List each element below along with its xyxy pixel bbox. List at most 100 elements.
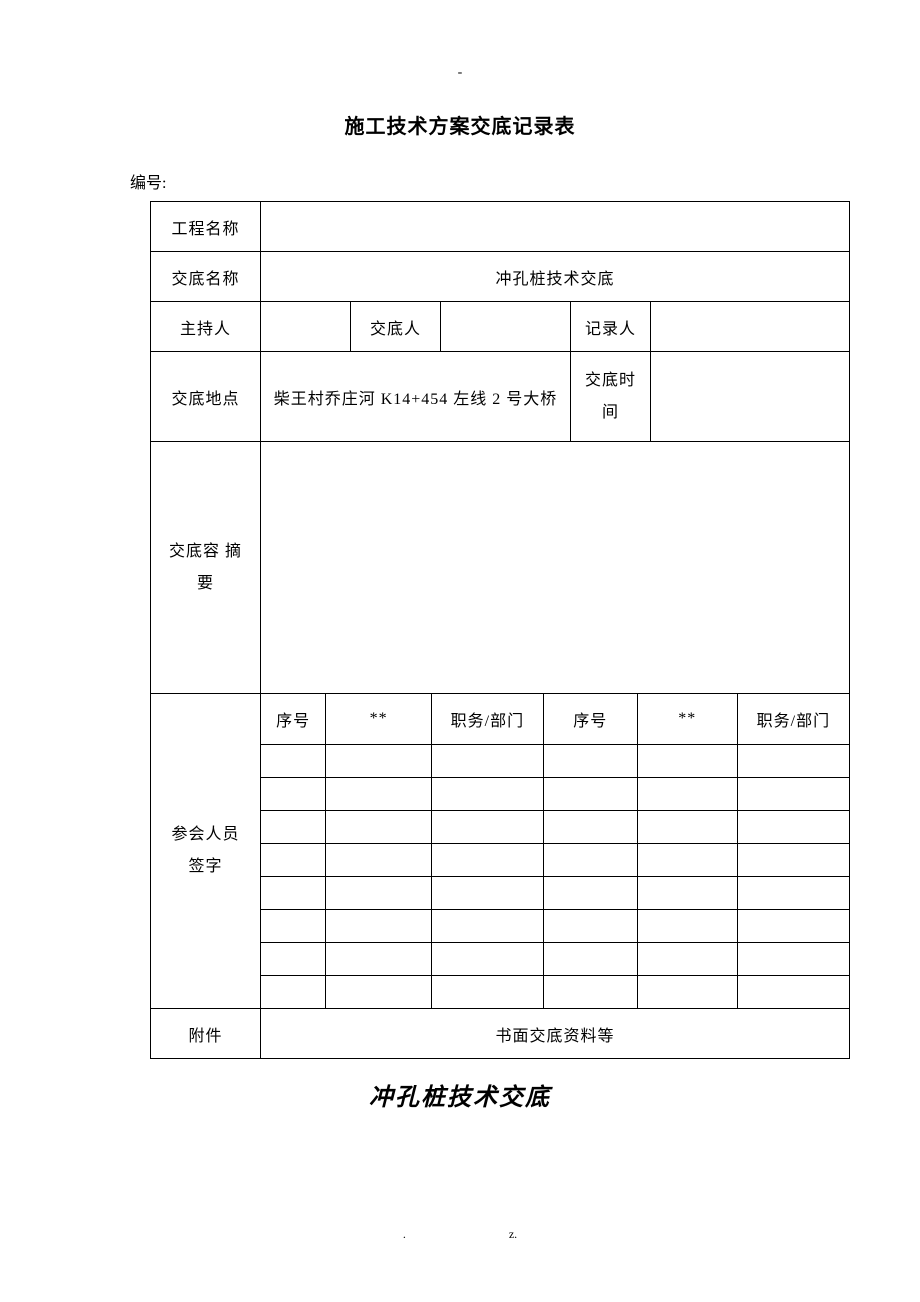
- attendee-row: [261, 876, 849, 909]
- label-host: 主持人: [151, 302, 261, 352]
- label-disclosure-name: 交底名称: [151, 252, 261, 302]
- row-location: 交底地点 柴王村乔庄河 K14+454 左线 2 号大桥 交底时 间: [151, 352, 850, 442]
- header-dept-1: 职务/部门: [432, 694, 544, 744]
- footer-dot: .: [403, 1227, 406, 1241]
- label-discloser: 交底人: [351, 302, 441, 352]
- attendee-cell: [326, 744, 432, 777]
- attendee-row: [261, 777, 849, 810]
- value-summary: [261, 442, 850, 694]
- attendee-cell: [737, 777, 849, 810]
- label-time-line1: 交底时: [585, 372, 636, 389]
- record-table: 工程名称 交底名称 冲孔桩技术交底 主持人 交底人 记录人 交底地点 柴王村乔庄…: [150, 201, 850, 1059]
- attendee-row: [261, 744, 849, 777]
- footer-z: z.: [509, 1227, 517, 1241]
- attendee-cell: [326, 777, 432, 810]
- attendee-cell: [637, 876, 737, 909]
- attendee-cell: [737, 909, 849, 942]
- subtitle: 冲孔桩技术交底: [130, 1077, 790, 1112]
- attendee-row: [261, 975, 849, 1008]
- attendee-row: [261, 810, 849, 843]
- header-name-2: **: [637, 694, 737, 744]
- value-project-name: [261, 202, 850, 252]
- attendee-cell: [637, 942, 737, 975]
- attendees-container: 序号 ** 职务/部门 序号 ** 职务/部门: [261, 694, 850, 1009]
- label-time-line2: 间: [602, 404, 619, 421]
- value-discloser: [441, 302, 571, 352]
- attendee-cell: [543, 942, 637, 975]
- attendee-cell: [543, 975, 637, 1008]
- attendee-cell: [543, 909, 637, 942]
- row-disclosure-name: 交底名称 冲孔桩技术交底: [151, 252, 850, 302]
- attendee-cell: [432, 744, 544, 777]
- attendee-cell: [637, 777, 737, 810]
- row-attachment: 附件 书面交底资料等: [151, 1009, 850, 1059]
- value-host: [261, 302, 351, 352]
- attendee-cell: [737, 744, 849, 777]
- attendee-row: [261, 942, 849, 975]
- attendee-cell: [432, 843, 544, 876]
- page-footer: . z.: [0, 1227, 920, 1242]
- attendee-cell: [261, 909, 326, 942]
- header-seq-2: 序号: [543, 694, 637, 744]
- value-attachment: 书面交底资料等: [261, 1009, 850, 1059]
- label-attendees-line2: 签字: [188, 858, 222, 875]
- label-location: 交底地点: [151, 352, 261, 442]
- header-name-1: **: [326, 694, 432, 744]
- row-people: 主持人 交底人 记录人: [151, 302, 850, 352]
- attendee-cell: [326, 942, 432, 975]
- label-summary-line1: 交底容 摘: [169, 543, 242, 560]
- header-seq-1: 序号: [261, 694, 326, 744]
- attendee-cell: [261, 876, 326, 909]
- attendee-cell: [737, 942, 849, 975]
- attendees-header-row: 序号 ** 职务/部门 序号 ** 职务/部门: [261, 694, 849, 744]
- attendee-cell: [326, 909, 432, 942]
- row-attendees: 参会人员 签字 序号 ** 职务/部门 序号 ** 职务/部门: [151, 694, 850, 1009]
- attendee-cell: [326, 843, 432, 876]
- label-summary-line2: 要: [197, 575, 214, 592]
- attendee-cell: [432, 975, 544, 1008]
- value-time: [651, 352, 850, 442]
- attendee-cell: [543, 810, 637, 843]
- page-title: 施工技术方案交底记录表: [130, 110, 790, 139]
- attendee-cell: [637, 744, 737, 777]
- attendee-cell: [326, 876, 432, 909]
- attendee-cell: [261, 744, 326, 777]
- value-disclosure-name: 冲孔桩技术交底: [261, 252, 850, 302]
- attendee-cell: [261, 777, 326, 810]
- attendee-cell: [543, 777, 637, 810]
- attendee-row: [261, 909, 849, 942]
- attendee-cell: [637, 843, 737, 876]
- attendee-cell: [261, 975, 326, 1008]
- row-project-name: 工程名称: [151, 202, 850, 252]
- attendee-cell: [543, 843, 637, 876]
- header-dash: -: [458, 65, 463, 81]
- label-project-name: 工程名称: [151, 202, 261, 252]
- label-attachment: 附件: [151, 1009, 261, 1059]
- attendee-cell: [543, 876, 637, 909]
- attendee-cell: [432, 777, 544, 810]
- header-dept-2: 职务/部门: [737, 694, 849, 744]
- attendee-cell: [432, 876, 544, 909]
- attendee-cell: [326, 975, 432, 1008]
- label-recorder: 记录人: [571, 302, 651, 352]
- attendee-cell: [432, 810, 544, 843]
- attendee-cell: [737, 810, 849, 843]
- attendee-row: [261, 843, 849, 876]
- label-summary: 交底容 摘 要: [151, 442, 261, 694]
- value-location: 柴王村乔庄河 K14+454 左线 2 号大桥: [261, 352, 571, 442]
- attendee-cell: [637, 909, 737, 942]
- attendee-cell: [737, 876, 849, 909]
- attendee-cell: [326, 810, 432, 843]
- attendee-cell: [261, 810, 326, 843]
- label-attendees-line1: 参会人员: [171, 826, 239, 843]
- attendee-cell: [432, 942, 544, 975]
- attendee-cell: [637, 810, 737, 843]
- attendee-cell: [261, 942, 326, 975]
- label-attendees: 参会人员 签字: [151, 694, 261, 1009]
- label-time: 交底时 间: [571, 352, 651, 442]
- row-summary: 交底容 摘 要: [151, 442, 850, 694]
- attendee-cell: [637, 975, 737, 1008]
- attendee-cell: [432, 909, 544, 942]
- attendee-cell: [737, 975, 849, 1008]
- number-label: 编号:: [130, 169, 790, 193]
